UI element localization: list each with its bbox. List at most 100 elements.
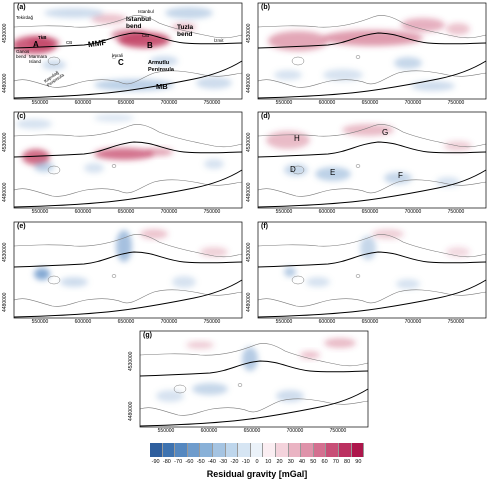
x-tick: 600000 (318, 100, 336, 106)
colorbar-tick: 10 (265, 459, 272, 465)
imrali-island-outline (355, 164, 361, 168)
label-izmit: İzmit (214, 38, 224, 43)
label-imrali: İmrali (112, 53, 123, 58)
negative-anomaly (242, 347, 258, 371)
positive-anomaly (186, 341, 214, 349)
x-tick: 650000 (117, 319, 135, 325)
fault-line-north (13, 32, 243, 49)
label-e: E (330, 168, 336, 177)
positive-anomaly (300, 351, 320, 359)
y-tick: 4480000 (246, 292, 252, 312)
label-d: D (290, 165, 296, 174)
map-frame (257, 111, 487, 209)
y-tick: 4480000 (2, 73, 8, 93)
coastline-north (13, 124, 243, 148)
colorbar-swatch (326, 443, 339, 457)
x-tick: 650000 (361, 100, 379, 106)
negative-anomaly (84, 163, 104, 173)
colorbar-swatch (200, 443, 213, 457)
x-tick: 700000 (160, 319, 178, 325)
coastline-north (257, 15, 487, 39)
colorbar-swatch (250, 443, 264, 457)
map-frame (13, 111, 243, 209)
label-tuzla-bend: Tuzla bend (177, 24, 193, 38)
panel-tag: (g) (143, 332, 152, 339)
negative-anomaly (394, 57, 422, 69)
negative-anomaly (284, 267, 296, 277)
y-tick: 4480000 (246, 182, 252, 202)
x-tick: 650000 (117, 209, 135, 215)
colorbar-tick: 40 (298, 459, 306, 465)
positive-anomaly (268, 31, 328, 51)
y-tick: 4530000 (2, 132, 8, 152)
fault-line-north (13, 141, 243, 158)
negative-anomaly (276, 390, 304, 402)
fault-line-north (257, 251, 487, 268)
negative-anomaly (204, 159, 224, 169)
label-marmara-island: Marmara Island (29, 54, 47, 64)
x-tick: 600000 (318, 209, 336, 215)
colorbar-tick: -60 (185, 459, 194, 465)
negative-anomaly (411, 81, 455, 91)
y-tick: 4530000 (246, 132, 252, 152)
marmara-island-outline (47, 56, 61, 66)
colorbar-tick: -30 (219, 459, 228, 465)
x-tick: 600000 (318, 319, 336, 325)
x-tick: 750000 (203, 100, 221, 106)
colorbar-tick: 60 (321, 459, 328, 465)
negative-anomaly (323, 69, 363, 81)
negative-anomaly (384, 172, 412, 184)
x-tick: 750000 (447, 100, 465, 106)
colorbar-swatch (212, 443, 226, 457)
marmara-island-outline (291, 56, 305, 66)
label-tuzla-bend-text: Tuzla bend (177, 24, 194, 38)
negative-anomaly (192, 383, 228, 395)
negative-anomaly (34, 162, 54, 172)
colorbar-swatch (275, 443, 289, 457)
colorbar-swatch (225, 443, 239, 457)
x-tick: 550000 (157, 428, 175, 434)
colorbar-swatch (238, 443, 251, 457)
positive-anomaly (446, 23, 470, 35)
anomaly-layer (156, 338, 356, 402)
colorbar-tick: 90 (355, 459, 362, 465)
positive-anomaly (28, 37, 60, 49)
x-tick: 650000 (361, 319, 379, 325)
y-tick: 4530000 (246, 23, 252, 43)
label-ganos-bend: Ganos bend (16, 49, 29, 59)
fault-line-north (139, 360, 369, 377)
colorbar-swatch (351, 443, 365, 457)
colorbar-tick: -50 (196, 459, 205, 465)
negative-anomaly (116, 230, 132, 262)
panel-c: (c) 4530000 4480000 550000 600000 650000… (2, 111, 243, 215)
marmara-island-outline (291, 275, 305, 285)
negative-anomaly (16, 119, 52, 129)
panel-tag: (d) (261, 113, 270, 120)
y-tick: 4530000 (2, 242, 8, 262)
coastline-south (13, 289, 243, 307)
negative-anomaly (156, 390, 184, 402)
colorbar-title: Residual gravity [mGal] (206, 469, 308, 479)
label-cib: CiB (142, 33, 150, 38)
colorbar-tick: 50 (310, 459, 317, 465)
map-d (257, 111, 487, 209)
x-tick: 600000 (74, 319, 92, 325)
label-istanbul-bend: Istanbul bend (126, 16, 151, 30)
y-tick: 4480000 (128, 401, 134, 421)
imrali-island-outline (111, 274, 117, 278)
coastline-north (13, 234, 243, 258)
positive-anomaly (372, 229, 404, 239)
x-tick: 550000 (31, 319, 49, 325)
label-tekirdag: Tekirdağ (16, 15, 34, 20)
x-tick: 600000 (74, 100, 92, 106)
fault-line-south (139, 388, 369, 427)
panel-tag: (a) (17, 4, 26, 11)
anomaly-layer (34, 229, 228, 288)
map-c (13, 111, 243, 209)
panel-tag: (e) (17, 223, 26, 230)
positive-anomaly (401, 18, 445, 32)
x-tick: 750000 (329, 428, 347, 434)
colorbar-swatch (288, 443, 302, 457)
colorbar-tick: 20 (276, 459, 283, 465)
x-tick: 600000 (74, 209, 92, 215)
